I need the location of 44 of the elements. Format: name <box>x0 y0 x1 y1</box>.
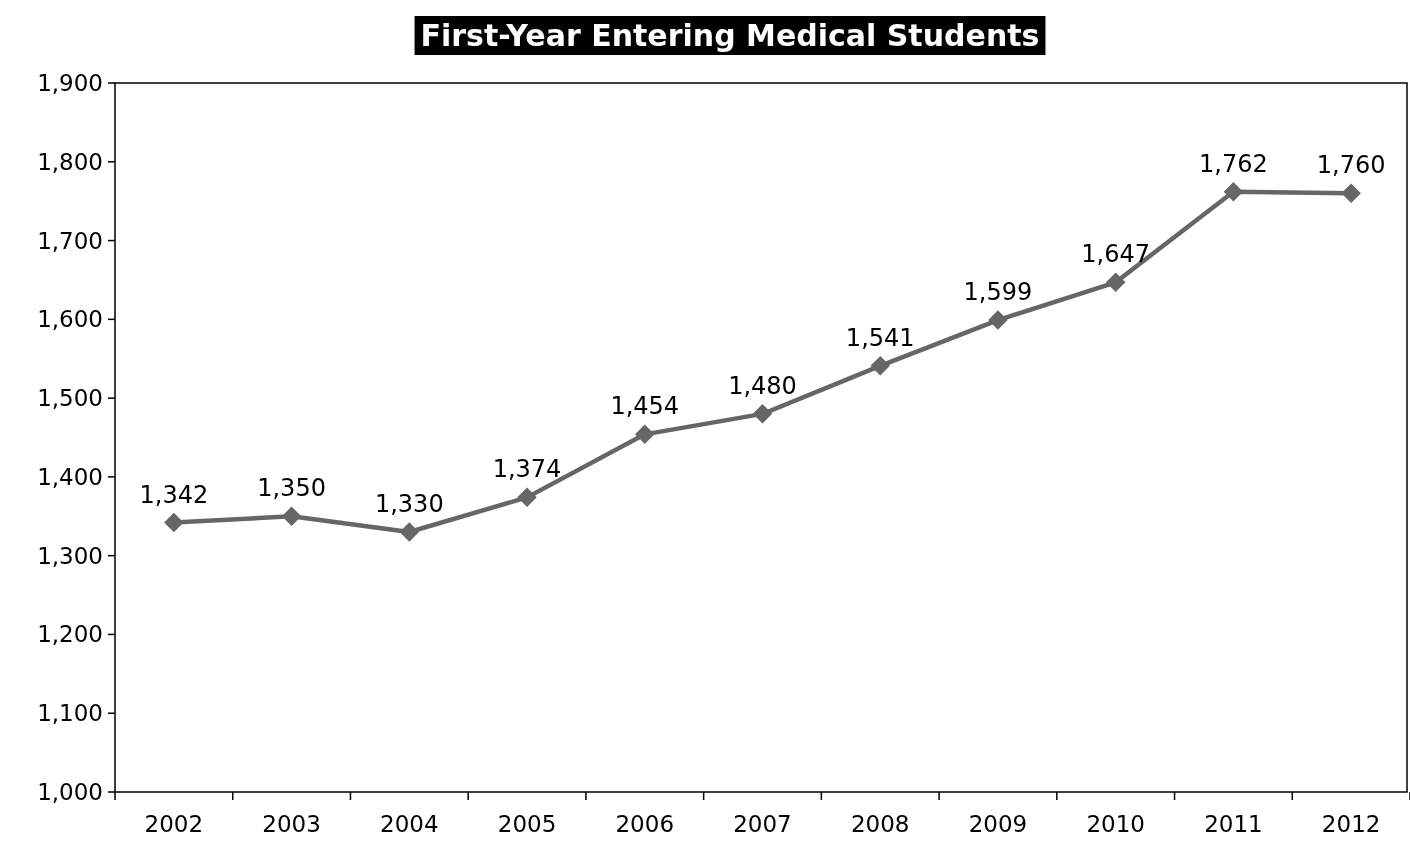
chart-title: First-Year Entering Medical Students <box>420 18 1040 53</box>
point <box>399 522 420 542</box>
y-tick-label: 1,600 <box>37 306 103 333</box>
y-tick-label: 1,900 <box>37 70 103 97</box>
point <box>870 356 890 376</box>
y-tick-label: 1,400 <box>37 463 103 490</box>
point <box>1223 181 1244 202</box>
point <box>635 424 655 445</box>
data-label: 1,762 <box>1199 149 1268 178</box>
data-label: 1,330 <box>374 490 444 519</box>
point <box>1105 272 1126 293</box>
x-tick-label: 2006 <box>615 811 675 837</box>
x-tick-label: 2005 <box>497 811 557 837</box>
x-tick-label: 2010 <box>1086 811 1145 837</box>
y-tick-label: 1,300 <box>37 542 103 569</box>
point <box>988 310 1008 330</box>
y-tick-label: 1,100 <box>37 700 103 727</box>
x-tick-label: 2004 <box>380 811 439 837</box>
y-tick-label: 1,000 <box>37 779 103 806</box>
point <box>281 506 302 527</box>
y-tick-label: 1,200 <box>37 621 103 648</box>
y-tick-label: 1,800 <box>37 148 103 175</box>
data-label: 1,599 <box>963 278 1033 307</box>
y-tick-label: 1,700 <box>37 227 103 254</box>
x-tick-label: 2003 <box>262 811 321 837</box>
data-label: 1,541 <box>845 323 915 352</box>
point <box>164 512 184 533</box>
point <box>1341 183 1361 204</box>
x-tick-label: 2002 <box>144 811 204 837</box>
x-tick-label: 2009 <box>968 811 1028 837</box>
data-label: 1,454 <box>610 392 680 421</box>
data-label: 1,480 <box>728 371 797 400</box>
data-label: 1,647 <box>1081 240 1151 269</box>
data-label: 1,760 <box>1316 151 1386 180</box>
x-tick-label: 2012 <box>1321 811 1381 837</box>
data-label: 1,342 <box>139 480 209 509</box>
y-tick-label: 1,500 <box>37 385 103 412</box>
x-tick-label: 2008 <box>850 811 910 837</box>
data-label: 1,350 <box>257 474 326 503</box>
x-tick-label: 2007 <box>733 811 792 837</box>
data-label: 1,374 <box>492 455 562 484</box>
x-tick-label: 2011 <box>1204 811 1263 837</box>
point <box>752 404 773 424</box>
point <box>517 487 537 508</box>
